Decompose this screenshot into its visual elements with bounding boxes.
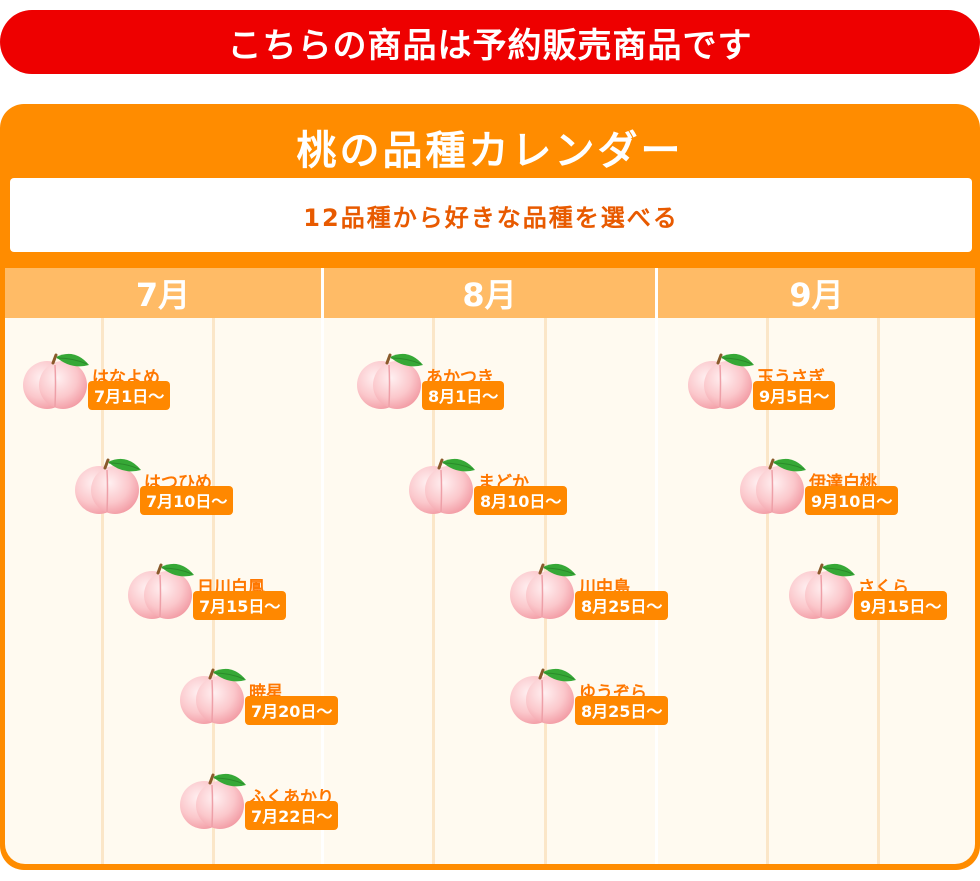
reservation-notice-banner: こちらの商品は予約販売商品です <box>0 10 980 74</box>
month-divider <box>655 268 658 864</box>
peach-icon <box>408 457 477 516</box>
peach-icon <box>739 457 808 516</box>
peach-calendar-card: 桃の品種カレンダー 12品種から好きな品種を選べる 7月 8月 9月 はなよめ … <box>0 104 980 870</box>
variety-start-date: 9月10日〜 <box>805 486 899 515</box>
calendar-title: 桃の品種カレンダー <box>296 128 684 174</box>
peach-icon <box>509 562 578 621</box>
calendar-grid: 7月 8月 9月 はなよめ 7月1日〜 はつひめ 7月10日〜 日川白鳳 7月1… <box>5 268 975 864</box>
variety-start-date: 8月10日〜 <box>474 486 568 515</box>
peach-icon <box>179 772 248 831</box>
subtitle-text: 12品種から好きな品種を選べる <box>303 203 679 232</box>
peach-icon <box>22 352 91 411</box>
variety-start-date: 9月15日〜 <box>854 591 948 620</box>
peach-icon <box>179 667 248 726</box>
calendar-subtitle: 12品種から好きな品種を選べる <box>10 178 972 252</box>
peach-icon <box>509 667 578 726</box>
peach-icon <box>74 457 143 516</box>
peach-icon <box>356 352 425 411</box>
variety-start-date: 7月1日〜 <box>88 381 171 410</box>
variety-start-date: 7月10日〜 <box>140 486 234 515</box>
variety-start-date: 7月22日〜 <box>245 801 339 830</box>
timeline-guide <box>766 318 769 864</box>
variety-start-date: 9月5日〜 <box>753 381 836 410</box>
peach-icon <box>127 562 196 621</box>
variety-start-date: 8月1日〜 <box>422 381 505 410</box>
variety-start-date: 8月25日〜 <box>575 591 669 620</box>
variety-start-date: 7月15日〜 <box>193 591 287 620</box>
month-header-september: 9月 <box>658 268 975 318</box>
timeline-guide <box>432 318 435 864</box>
timeline-guide <box>101 318 104 864</box>
month-header-july: 7月 <box>5 268 321 318</box>
month-header-august: 8月 <box>324 268 655 318</box>
banner-text: こちらの商品は予約販売商品です <box>227 25 753 66</box>
peach-icon <box>687 352 756 411</box>
peach-icon <box>788 562 857 621</box>
variety-start-date: 8月25日〜 <box>575 696 669 725</box>
variety-start-date: 7月20日〜 <box>245 696 339 725</box>
month-divider <box>321 268 324 864</box>
